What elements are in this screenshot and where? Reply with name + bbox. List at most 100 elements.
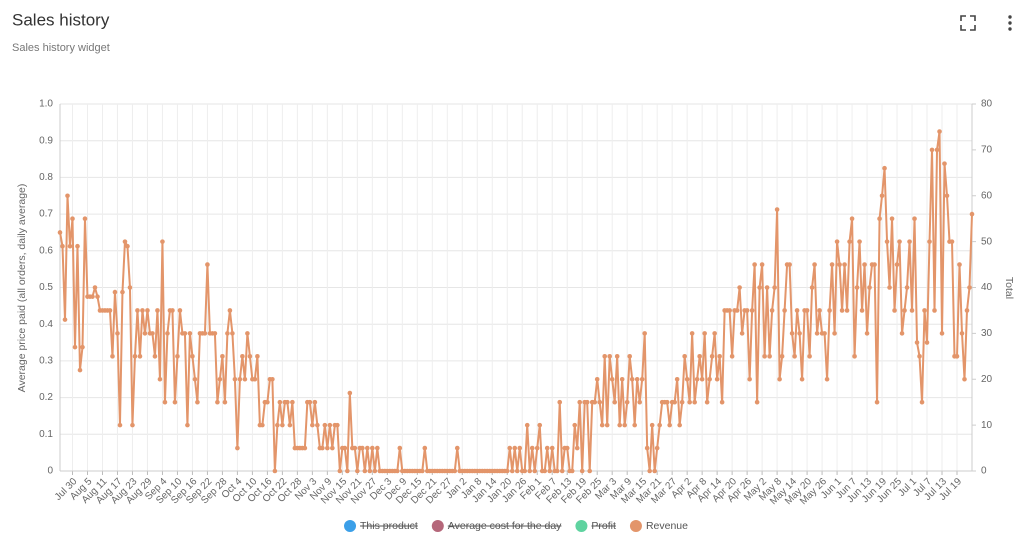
y2-tick-label: 40 [981, 282, 993, 293]
revenue-point [225, 331, 230, 336]
menu-dot [1008, 27, 1012, 31]
revenue-point [614, 354, 620, 359]
revenue-point [140, 308, 145, 313]
revenue-point [609, 376, 615, 382]
revenue-point [942, 161, 947, 166]
revenue-point [302, 445, 308, 451]
revenue-point [689, 331, 695, 336]
revenue-point [902, 308, 907, 313]
revenue-point [757, 285, 762, 290]
revenue-point [62, 317, 68, 322]
revenue-point [554, 468, 560, 474]
revenue-point [687, 399, 692, 405]
revenue-point [769, 308, 775, 313]
revenue-point [280, 422, 285, 428]
revenue-point [145, 308, 150, 313]
revenue-point [185, 422, 190, 428]
revenue-point [624, 399, 630, 405]
fullscreen-button[interactable] [960, 15, 976, 31]
revenue-point [774, 207, 780, 212]
revenue-point [944, 193, 950, 199]
revenue-point [132, 354, 138, 359]
revenue-point [592, 399, 598, 405]
legend-item[interactable]: Profit [575, 520, 616, 532]
revenue-point [854, 285, 860, 290]
revenue-point [934, 147, 940, 153]
revenue-point [772, 285, 777, 290]
revenue-point [265, 399, 270, 405]
revenue-point [122, 239, 128, 244]
revenue-point [834, 239, 840, 244]
revenue-point [564, 445, 570, 451]
revenue-point [927, 239, 932, 244]
revenue-point [794, 308, 800, 313]
revenue-point [165, 331, 170, 336]
legend-swatch [344, 520, 357, 532]
revenue-point [632, 422, 637, 428]
revenue-point [674, 376, 680, 382]
revenue-point [777, 376, 782, 382]
revenue-point [452, 468, 458, 474]
legend: This product Average cost for the day Prof… [344, 520, 688, 532]
revenue-point [917, 354, 922, 359]
revenue-point [679, 399, 685, 405]
revenue-point [594, 376, 600, 382]
revenue-point [125, 243, 130, 249]
legend-swatch [431, 520, 444, 532]
revenue-point [569, 468, 575, 474]
revenue-point [82, 216, 88, 221]
y-tick-label: 0.2 [39, 392, 53, 403]
revenue-point [807, 354, 812, 359]
revenue-point [322, 422, 328, 428]
revenue-point [574, 445, 580, 451]
revenue-point [345, 468, 350, 474]
legend-item[interactable]: This product [344, 520, 418, 532]
revenue-point [270, 376, 275, 382]
revenue-point [602, 354, 608, 359]
revenue-point [187, 331, 193, 336]
revenue-point [919, 399, 925, 405]
y-tick-label: 0 [47, 466, 53, 477]
revenue-point [877, 216, 882, 221]
revenue-point [617, 422, 622, 428]
revenue-point [904, 285, 910, 290]
revenue-point [330, 445, 335, 451]
revenue-point [65, 193, 70, 199]
revenue-point [889, 216, 895, 221]
revenue-point [110, 354, 115, 359]
revenue-point [967, 285, 972, 290]
revenue-point [897, 239, 902, 244]
revenue-point [712, 331, 717, 336]
legend-item[interactable]: Revenue [629, 520, 688, 532]
revenue-point [375, 445, 380, 451]
revenue-point [914, 340, 920, 345]
revenue-point [872, 262, 877, 267]
revenue-point [789, 331, 795, 336]
revenue-point [759, 262, 765, 267]
revenue-point [397, 445, 403, 451]
y2-tick-label: 20 [981, 374, 993, 385]
revenue-point [849, 216, 855, 221]
revenue-point [672, 399, 677, 405]
revenue-point [764, 285, 770, 290]
revenue-point [127, 285, 133, 290]
revenue-point [237, 376, 243, 382]
menu-dot [1008, 15, 1012, 19]
revenue-point [964, 308, 970, 313]
revenue-point [67, 243, 73, 249]
revenue-point [90, 294, 95, 299]
menu-button[interactable] [1008, 15, 1012, 31]
widget-subtitle: Sales history widget [12, 42, 110, 54]
legend-swatch [575, 520, 588, 532]
revenue-point [629, 376, 635, 382]
y-tick-label: 1.0 [39, 99, 53, 110]
revenue-point [235, 445, 240, 451]
revenue-point [797, 331, 802, 336]
y-axis-label: Average price paid (all orders, daily av… [16, 184, 28, 393]
menu-dot [1008, 21, 1012, 25]
revenue-point [182, 331, 188, 336]
revenue-point [245, 331, 250, 336]
revenue-point [782, 308, 787, 313]
revenue-point [549, 445, 555, 451]
legend-item[interactable]: Average cost for the day [431, 520, 562, 532]
